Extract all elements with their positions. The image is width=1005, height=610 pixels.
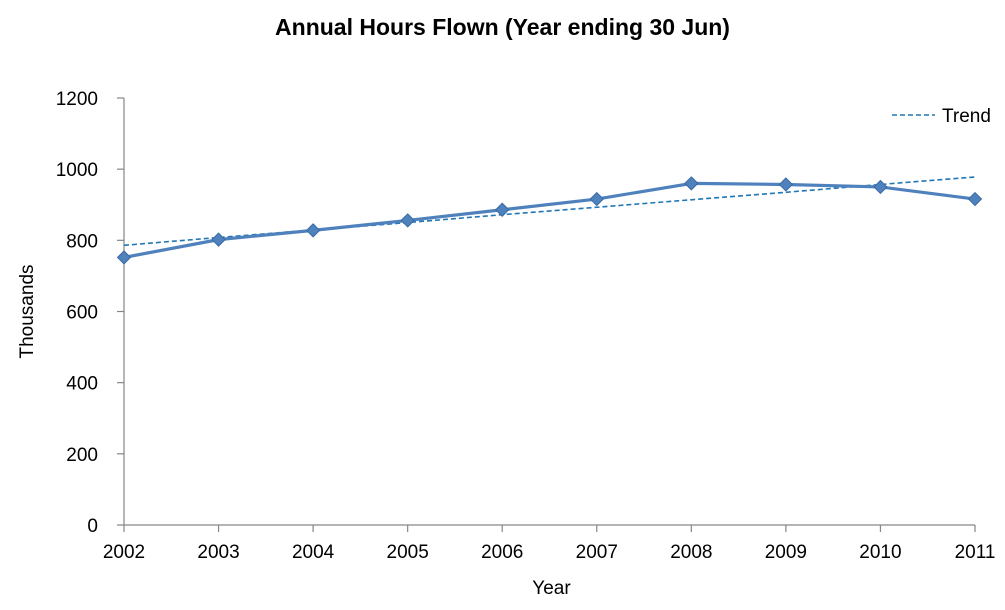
data-point-marker (684, 176, 699, 191)
data-point-marker (116, 250, 132, 265)
y-tick-label: 200 (66, 445, 98, 466)
y-tick-label: 400 (66, 374, 98, 395)
x-tick-label: 2008 (670, 542, 712, 563)
y-tick-label: 800 (66, 231, 98, 252)
x-tick-label: 2004 (292, 542, 335, 563)
data-point-marker (589, 191, 604, 207)
x-tick-label: 2005 (387, 542, 429, 563)
series-line-hours (123, 181, 976, 259)
data-point-marker (305, 223, 321, 238)
legend-label-trend: Trend (942, 106, 991, 127)
x-tick-label: 2009 (765, 542, 807, 563)
y-tick-label: 0 (87, 516, 98, 537)
x-tick-label: 2007 (576, 542, 618, 563)
x-tick-label: 2006 (481, 542, 523, 563)
y-axis-title: Thousands (17, 264, 38, 358)
chart-title: Annual Hours Flown (Year ending 30 Jun) (275, 14, 730, 40)
data-point-marker (967, 191, 983, 207)
x-tick-label: 2003 (197, 542, 239, 563)
data-point-marker (873, 179, 888, 195)
data-point-marker (400, 213, 415, 228)
data-point-marker (495, 202, 510, 217)
x-tick-label: 2010 (859, 542, 901, 563)
data-point-marker (211, 232, 226, 247)
y-tick-label: 600 (66, 303, 98, 324)
x-axis-title: Year (532, 578, 571, 599)
y-tick-label: 1200 (56, 89, 98, 110)
x-tick-label: 2011 (955, 542, 996, 563)
y-tick-label: 1000 (56, 160, 98, 181)
series-line-trend (123, 176, 976, 247)
data-point-marker (778, 177, 794, 192)
x-tick-label: 2002 (103, 542, 145, 563)
